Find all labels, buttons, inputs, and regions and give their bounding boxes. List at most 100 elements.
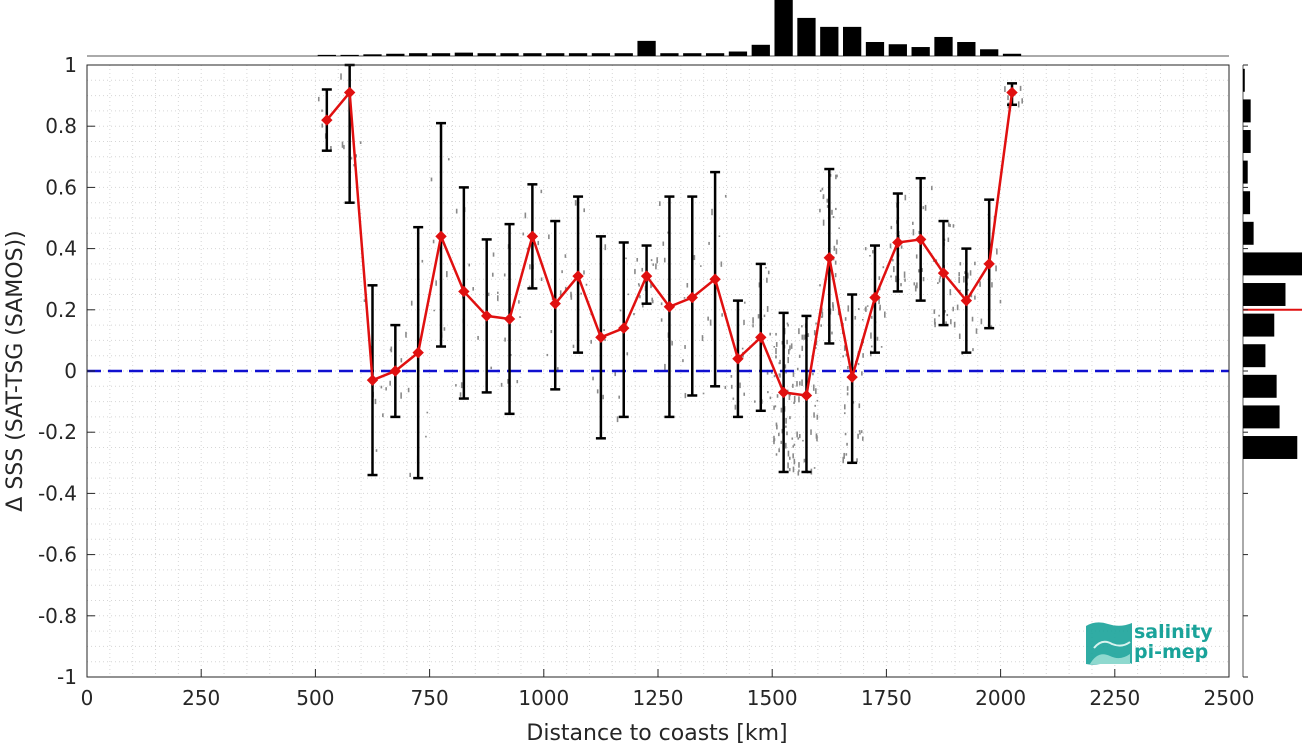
scatter-point [363, 299, 366, 303]
scatter-point [799, 381, 801, 386]
top-hist-bar [591, 53, 611, 56]
scatter-point [651, 299, 654, 304]
mean-point [892, 236, 904, 249]
scatter-point [972, 348, 974, 352]
scatter-point [425, 435, 427, 438]
top-hist-bar [957, 42, 976, 56]
scatter-point [904, 194, 907, 201]
scatter-point [793, 401, 795, 404]
scatter-point [321, 123, 324, 128]
scatter-point [835, 248, 838, 255]
scatter-point [468, 263, 471, 267]
scatter-point [400, 358, 403, 363]
scatter-point [857, 308, 860, 310]
scatter-point [343, 144, 345, 150]
scatter-point [763, 314, 766, 318]
scatter-point [949, 289, 952, 296]
mean-point [640, 270, 653, 282]
scatter-point [773, 346, 776, 348]
scatter-point [856, 458, 858, 463]
scatter-point [769, 332, 771, 336]
scatter-point [916, 282, 918, 289]
scatter-point [739, 382, 741, 389]
scatter-point [952, 306, 954, 312]
scatter-point [971, 316, 974, 322]
scatter-point [801, 325, 803, 328]
scatter-point [979, 284, 981, 287]
top-hist-bar [660, 53, 679, 56]
scatter-point [730, 375, 733, 378]
scatter-point [802, 439, 804, 442]
scatter-point [773, 375, 776, 378]
scatter-point [656, 257, 658, 264]
scatter-point [833, 245, 836, 251]
scatter-point [604, 244, 607, 251]
scatter-point [866, 305, 869, 307]
scatter-point [843, 452, 845, 459]
y-tick-labels: -1 -0.8 -0.6 -0.4 -0.2 0 0.2 0.4 0.6 0.8 1 [38, 53, 77, 689]
scatter-point [638, 284, 641, 287]
scatter-point [815, 388, 817, 394]
scatter-point [785, 425, 787, 428]
scatter-point [876, 336, 879, 341]
scatter-point [815, 322, 817, 325]
scatter-point [684, 345, 686, 349]
top-hist-bar [386, 53, 405, 56]
scatter-point [683, 297, 686, 299]
right-hist-bar [1243, 99, 1251, 123]
scatter-point [826, 204, 829, 208]
scatter-point [639, 295, 641, 299]
scatter-point [862, 318, 864, 321]
scatter-point [787, 462, 789, 469]
scatter-point [564, 254, 567, 258]
scatter-point [946, 313, 949, 317]
mean-point [914, 233, 927, 246]
scatter-point [447, 158, 450, 161]
scatter-point [952, 224, 955, 228]
scatter-point [991, 282, 993, 288]
scatter-point [664, 363, 666, 371]
scatter-point [813, 330, 816, 336]
scatter-point [786, 339, 788, 345]
scatter-point [831, 331, 833, 335]
scatter-point [572, 344, 575, 348]
scatter-point [720, 261, 723, 267]
right-hist-bar [1243, 436, 1298, 459]
mean-point [458, 285, 470, 298]
scatter-point [721, 313, 723, 317]
scatter-point [548, 234, 550, 240]
scatter-point [583, 270, 585, 275]
scatter-point [702, 392, 705, 395]
scatter-point [838, 227, 840, 229]
scatter-point [779, 359, 781, 365]
scatter-point [757, 314, 760, 319]
scatter-point [801, 345, 804, 351]
scatter-point [321, 109, 323, 112]
y-tick-label: 0 [64, 359, 77, 383]
scatter-point [1004, 86, 1006, 92]
scatter-point [787, 450, 790, 457]
scatter-point [650, 259, 653, 262]
right-hist-bar [1243, 130, 1251, 153]
scatter-point [766, 306, 769, 312]
scatter-point [793, 443, 796, 446]
scatter-point [958, 277, 960, 284]
scatter-point [859, 432, 861, 435]
scatter-point [662, 241, 665, 246]
x-tick-label: 500 [296, 686, 334, 710]
top-hist-bar [637, 40, 656, 56]
scatter-point [845, 353, 848, 357]
scatter-point [807, 333, 810, 337]
scatter-point [846, 392, 849, 396]
scatter-point [389, 380, 391, 386]
scatter-point [861, 436, 864, 441]
scatter-point [789, 456, 791, 460]
scatter-point [504, 337, 506, 342]
scatter-point [341, 141, 344, 148]
scatter-point [878, 276, 881, 280]
scatter-point [860, 430, 863, 434]
scatter-point [732, 397, 735, 400]
scatter-point [580, 292, 582, 295]
top-hist-bar [820, 26, 839, 56]
mean-point [618, 322, 630, 334]
